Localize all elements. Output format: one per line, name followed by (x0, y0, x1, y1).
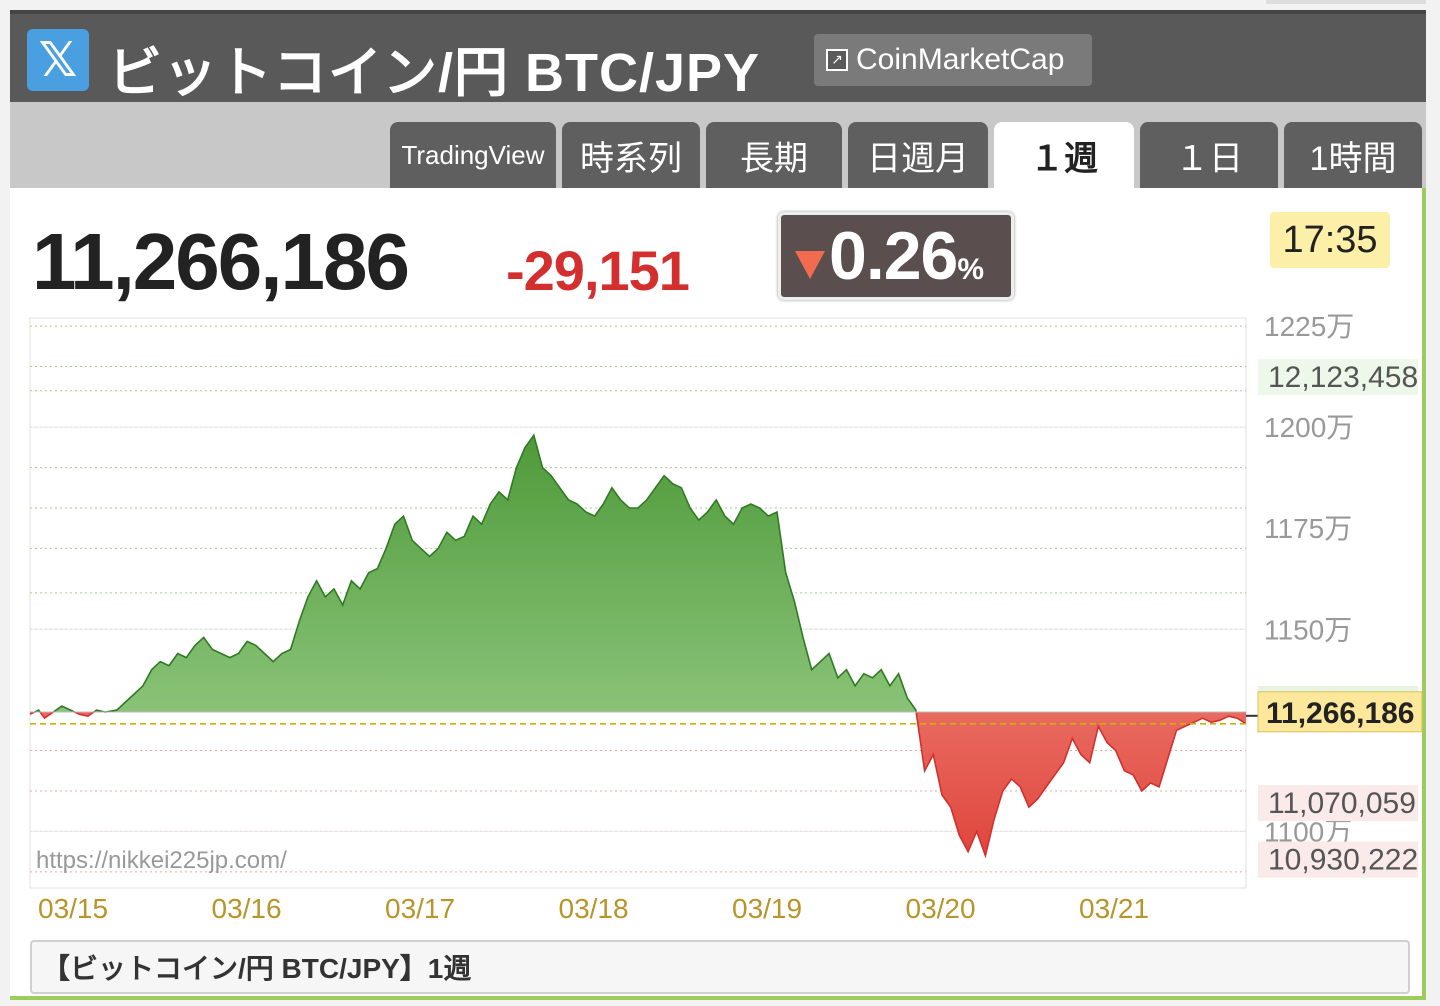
y-tick-label: 1175万 (1264, 513, 1352, 544)
price-line-up (32, 433, 917, 713)
tab-1-day[interactable]: １日 (1140, 122, 1278, 188)
header-bar: 𝕏 ビットコイン/円 BTC/JPY ↗ CoinMarketCap (10, 10, 1426, 103)
current-price-box (1257, 691, 1423, 733)
change-percent-unit: % (957, 253, 985, 286)
low-price-label-box (1258, 841, 1418, 878)
tab-1-hour[interactable]: 1時間 (1284, 122, 1422, 188)
low-price-label: 10,930,222 (1268, 844, 1418, 877)
period-tab-bar: TradingView 時系列 長期 日週月 １週 １日 1時間 (10, 102, 1426, 188)
external-link-icon: ↗ (826, 49, 848, 71)
tab-tradingview[interactable]: TradingView (390, 122, 556, 188)
area-below-baseline (30, 712, 1246, 856)
x-tick-label: 03/20 (906, 893, 976, 924)
current-price-label: 11,266,186 (1266, 697, 1415, 730)
high-price-label: 12,123,458 (1268, 361, 1418, 394)
page-top-edge (1266, 0, 1426, 4)
area-above-baseline (30, 435, 1246, 713)
x-tick-label: 03/17 (385, 893, 455, 924)
tab-day-week-month[interactable]: 日週月 (848, 122, 988, 188)
price-chart[interactable]: 1225万1200万1175万1150万1100万12,123,45811,29… (10, 306, 1426, 926)
x-tick-label: 03/21 (1079, 893, 1149, 924)
y-tick-label: 1225万 (1264, 311, 1354, 342)
tab-timeseries[interactable]: 時系列 (562, 122, 700, 188)
down-arrow-icon (795, 251, 825, 279)
chart-gridlines (29, 317, 1247, 889)
chart-areas (29, 433, 1247, 859)
chart-caption: 【ビットコイン/円 BTC/JPY】1週 (30, 940, 1410, 994)
tab-1-week[interactable]: １週 (994, 122, 1134, 188)
x-tick-label: 03/19 (732, 893, 802, 924)
page-title: ビットコイン/円 BTC/JPY (108, 43, 761, 103)
high-price-label-box (1258, 359, 1418, 396)
y-tick-label: 1200万 (1264, 412, 1354, 443)
tab-long-term[interactable]: 長期 (706, 122, 842, 188)
x-share-button[interactable]: 𝕏 (27, 29, 89, 91)
chart-watermark: https://nikkei225jp.com/ (36, 847, 287, 874)
update-time: 17:35 (1270, 212, 1390, 268)
change-percent-badge: 0.26 % (778, 212, 1014, 300)
reference-low-label: 11,070,059 (1268, 787, 1416, 820)
chart-labels: 1225万1200万1175万1150万1100万12,123,45811,29… (38, 311, 1423, 924)
chart-panel: 11,266,186 -29,151 0.26 % 17:35 (10, 188, 1426, 1000)
x-logo-icon: 𝕏 (38, 32, 78, 88)
x-tick-label: 03/15 (38, 893, 108, 924)
price-line-down (29, 712, 1247, 859)
reference-low-label-box (1258, 785, 1418, 822)
change-percent-value: 0.26 (829, 218, 958, 294)
current-price: 11,266,186 (32, 217, 410, 306)
coinmarketcap-label: CoinMarketCap (856, 43, 1065, 76)
price-change: -29,151 (506, 239, 690, 302)
x-tick-label: 03/16 (212, 893, 282, 924)
widget-frame: 𝕏 ビットコイン/円 BTC/JPY ↗ CoinMarketCap Tradi… (10, 10, 1426, 1000)
y-tick-label: 1150万 (1264, 614, 1352, 645)
plot-border (29, 317, 1247, 889)
x-tick-label: 03/18 (559, 893, 629, 924)
coinmarketcap-link[interactable]: ↗ CoinMarketCap (814, 34, 1092, 86)
